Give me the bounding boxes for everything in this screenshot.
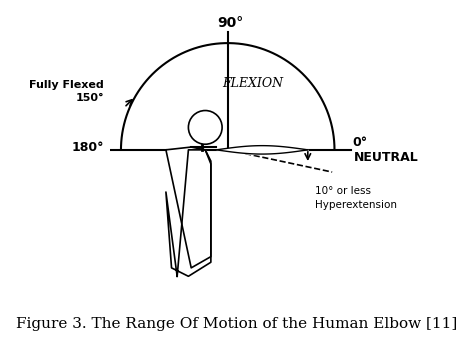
Polygon shape bbox=[166, 147, 211, 268]
Text: 10° or less
Hyperextension: 10° or less Hyperextension bbox=[315, 186, 397, 210]
Circle shape bbox=[188, 111, 222, 144]
Text: Figure 3. The Range Of Motion of the Human Elbow [11]: Figure 3. The Range Of Motion of the Hum… bbox=[17, 317, 457, 332]
Text: Fully Flexed
150°: Fully Flexed 150° bbox=[29, 79, 104, 103]
Text: 180°: 180° bbox=[72, 141, 104, 153]
Text: FLEXION: FLEXION bbox=[222, 77, 283, 90]
Text: NEUTRAL: NEUTRAL bbox=[354, 151, 419, 164]
Text: 90°: 90° bbox=[218, 17, 244, 30]
Text: 0°: 0° bbox=[353, 136, 368, 149]
